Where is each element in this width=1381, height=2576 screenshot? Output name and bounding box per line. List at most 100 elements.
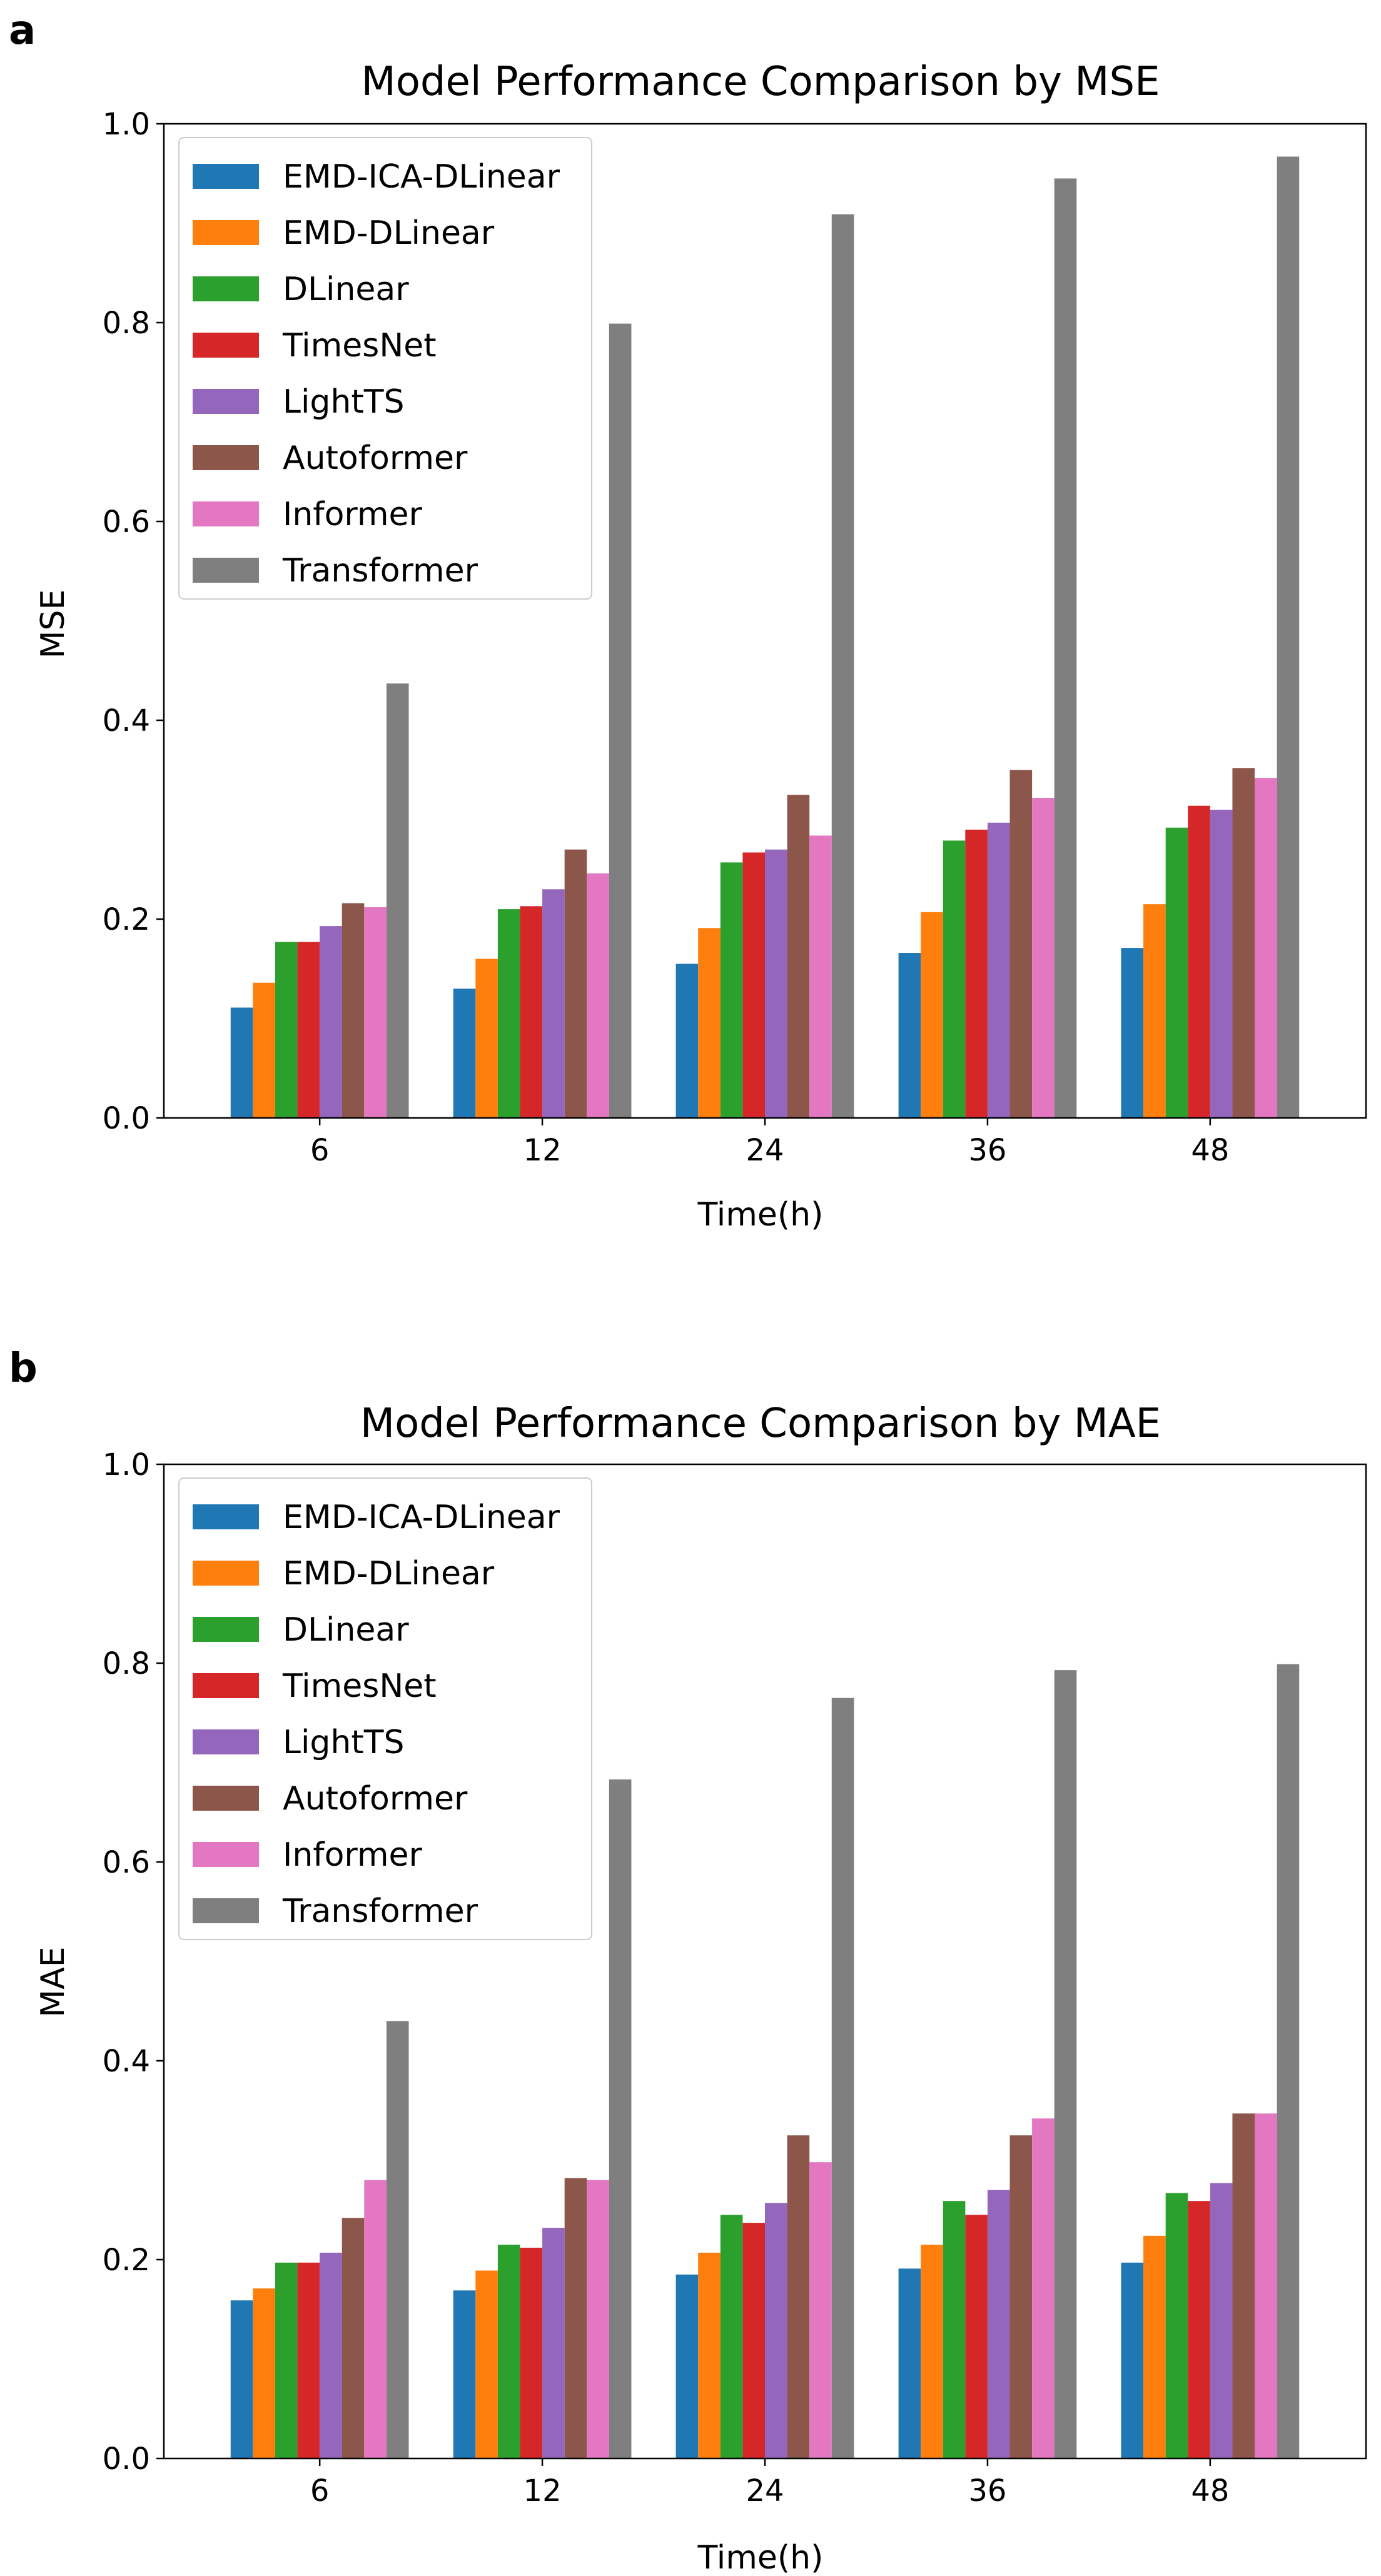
- mae-bar: [275, 2262, 298, 2458]
- mse-bar: [475, 958, 498, 1118]
- mae-legend-label: DLinear: [283, 1611, 409, 1649]
- mse-legend-swatch: [193, 445, 259, 470]
- mse-legend-label: EMD-DLinear: [283, 214, 495, 252]
- mae-bar: [1032, 2118, 1055, 2458]
- mae-legend-swatch: [193, 1617, 259, 1642]
- mae-x-tick-label: 12: [524, 2473, 562, 2508]
- mae-bar: [1121, 2262, 1144, 2458]
- mae-legend-swatch: [193, 1729, 259, 1754]
- mse-legend-swatch: [193, 389, 259, 414]
- mae-bar: [520, 2247, 543, 2458]
- mse-series-transformer: [386, 156, 1300, 1119]
- mse-bar: [965, 829, 988, 1118]
- mae-legend-label: Transformer: [282, 1893, 478, 1930]
- mse-legend-swatch: [193, 164, 259, 189]
- mse-bar: [253, 982, 275, 1118]
- mae-bar: [787, 2135, 810, 2458]
- mae-bar: [987, 2190, 1010, 2458]
- mae-bar: [675, 2274, 699, 2458]
- mae-bar: [564, 2178, 587, 2458]
- mse-x-tick-label: 48: [1191, 1133, 1229, 1168]
- mse-bar: [987, 822, 1010, 1118]
- mse-x-tick-label: 6: [310, 1133, 330, 1168]
- mse-series-emd-dlinear: [253, 904, 1166, 1118]
- mse-bar: [765, 849, 787, 1118]
- mse-bar: [1255, 778, 1277, 1118]
- mae-bar: [1054, 1670, 1077, 2458]
- mse-y-tick-label: 0.8: [103, 306, 150, 341]
- mse-bar: [1277, 156, 1300, 1119]
- mae-bar: [742, 2223, 765, 2458]
- mae-bar: [1210, 2183, 1233, 2458]
- mae-bar: [341, 2218, 365, 2458]
- mae-bar: [1255, 2113, 1277, 2458]
- mae-x-tick-label: 6: [310, 2473, 330, 2508]
- mae-bar: [921, 2245, 943, 2458]
- mse-bar: [1188, 805, 1210, 1118]
- mse-legend-label: TimesNet: [282, 327, 437, 365]
- mse-bar: [542, 889, 565, 1118]
- mae-legend-swatch: [193, 1561, 259, 1586]
- mse-series-dlinear: [275, 827, 1188, 1118]
- mse-bar: [1165, 827, 1188, 1118]
- mse-y-tick-label: 0.2: [103, 902, 150, 937]
- mse-bar: [943, 840, 966, 1118]
- mse-bar: [275, 942, 298, 1118]
- mae-bar: [809, 2162, 832, 2458]
- mae-bar: [320, 2252, 342, 2458]
- mae-bar: [965, 2215, 988, 2458]
- mae-legend-swatch: [193, 1898, 259, 1923]
- mae-x-tick-label: 48: [1191, 2473, 1229, 2508]
- panel-a-letter: a: [9, 8, 36, 54]
- mse-x-tick-label: 12: [524, 1133, 562, 1168]
- panel-b-letter: b: [9, 1346, 38, 1392]
- mae-y-tick-label: 0.6: [103, 1845, 150, 1880]
- mae-legend-label: LightTS: [283, 1724, 405, 1761]
- mae-legend: EMD-ICA-DLinear EMD-DLinear DLinear TimesNe…: [178, 1477, 592, 1940]
- mse-y-axis-label: MSE: [34, 590, 72, 659]
- mse-y-tick-label: 0.6: [103, 505, 150, 540]
- mse-x-tick-label: 24: [746, 1133, 784, 1168]
- mse-y-tick-label: 0.0: [103, 1101, 150, 1136]
- mse-legend-swatch: [193, 220, 259, 245]
- mse-legend-label: Informer: [283, 496, 423, 533]
- mse-bar: [742, 852, 765, 1118]
- mae-series-informer: [364, 2113, 1277, 2458]
- mae-bar: [587, 2180, 609, 2458]
- mae-series-emd-ica-dlinear: [230, 2262, 1144, 2458]
- mae-series-lightts: [320, 2183, 1233, 2458]
- mse-series-lightts: [320, 810, 1233, 1118]
- mae-bar: [542, 2228, 565, 2458]
- mae-series-dlinear: [275, 2193, 1188, 2458]
- mse-bar: [564, 849, 587, 1118]
- mae-bar: [1277, 1664, 1300, 2458]
- mae-bar: [609, 1779, 632, 2458]
- mae-bar: [943, 2201, 966, 2458]
- mae-x-tick-label: 24: [746, 2473, 784, 2508]
- mae-bar: [1009, 2135, 1033, 2458]
- mse-bar: [320, 926, 342, 1118]
- mae-y-axis-label: MAE: [34, 1946, 72, 2017]
- mae-series-timesnet: [297, 2201, 1210, 2458]
- mae-bar: [1232, 2113, 1255, 2458]
- mse-x-axis-label: Time(h): [697, 1196, 824, 1234]
- mse-bar: [1054, 178, 1077, 1119]
- mae-y-tick-label: 0.8: [103, 1646, 150, 1681]
- mse-legend-label: LightTS: [283, 383, 405, 421]
- mae-legend-label: TimesNet: [282, 1668, 437, 1705]
- mae-legend-box: [178, 1477, 592, 1940]
- mse-legend-swatch: [193, 276, 259, 301]
- mse-legend-swatch: [193, 501, 259, 526]
- mae-bar: [230, 2300, 253, 2458]
- mae-y-tick-label: 0.0: [103, 2442, 150, 2477]
- mse-bar: [587, 873, 609, 1118]
- mae-series-transformer: [386, 1664, 1300, 2458]
- mse-legend-label: Transformer: [282, 552, 478, 590]
- mse-legend-label: Autoformer: [283, 440, 468, 477]
- mse-bar: [1232, 768, 1255, 1118]
- mse-series-informer: [364, 778, 1277, 1118]
- mse-bar: [1143, 904, 1166, 1118]
- mae-chart: Model Performance Comparison by MAE Time…: [34, 1401, 1367, 2576]
- mse-chart: Model Performance Comparison by MSE Time…: [34, 59, 1367, 1234]
- mae-bar: [453, 2290, 476, 2458]
